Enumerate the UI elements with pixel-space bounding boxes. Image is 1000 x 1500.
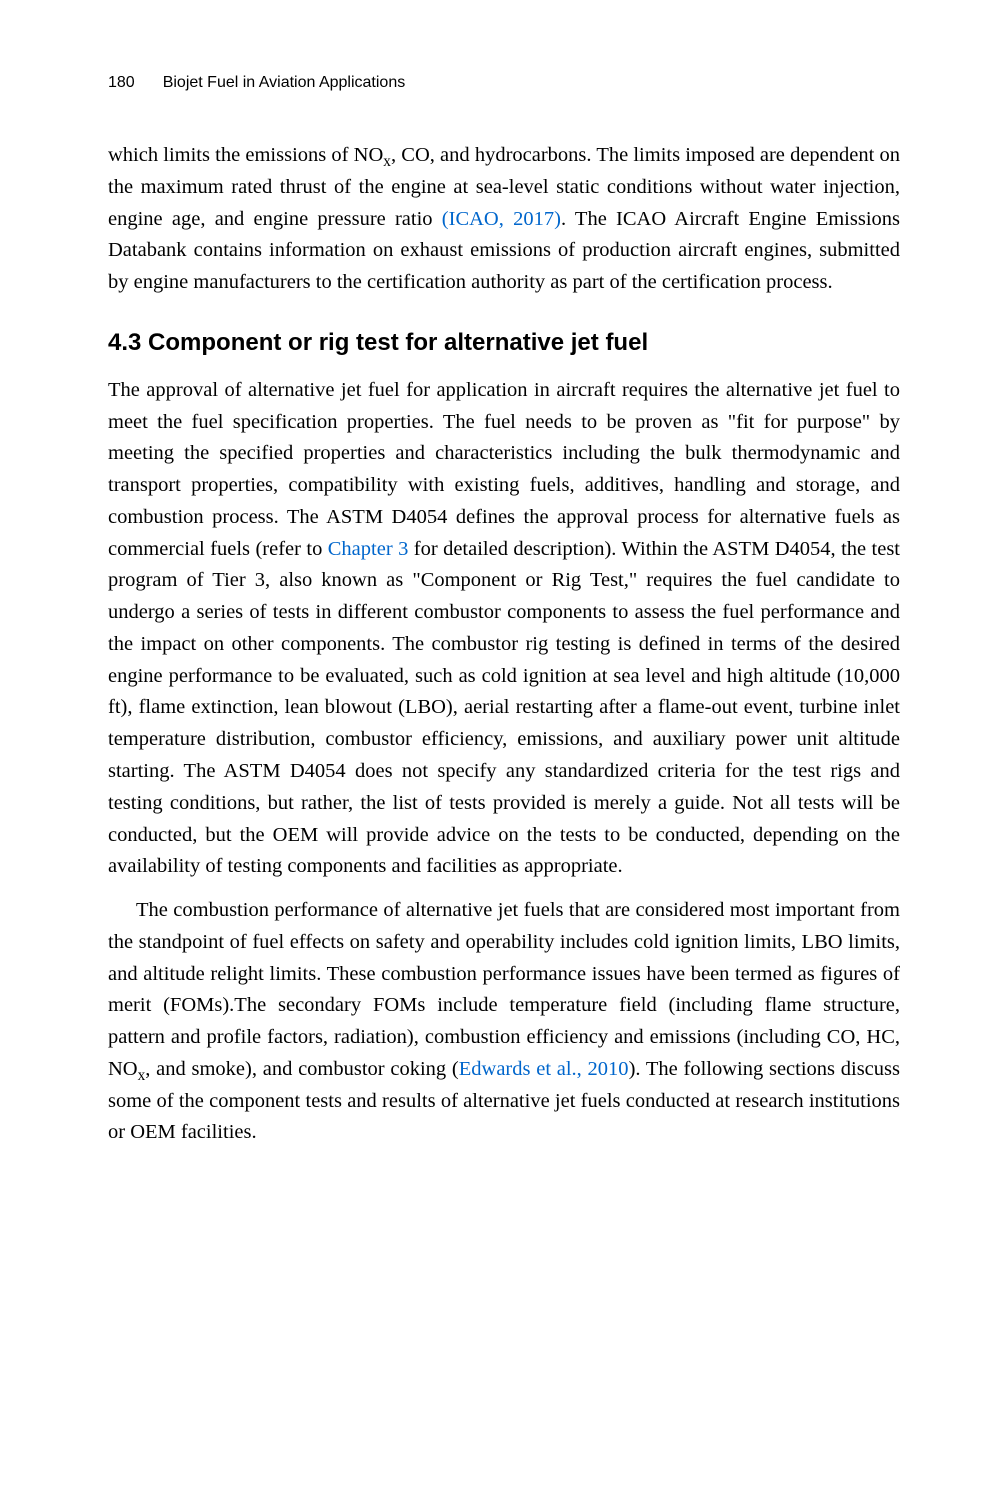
- paragraph-text: which limits the emissions of NO: [108, 144, 383, 166]
- paragraph-text: The approval of alternative jet fuel for…: [108, 379, 900, 560]
- page-number: 180: [108, 74, 135, 92]
- paragraph-text: , and smoke), and combustor coking (: [145, 1058, 458, 1080]
- section-title: Component or rig test for alternative je…: [148, 329, 648, 356]
- paragraph-continuation: which limits the emissions of NOx, CO, a…: [108, 140, 900, 299]
- section-number: 4.3: [108, 329, 141, 356]
- paragraph-text: for detailed description). Within the AS…: [108, 538, 900, 878]
- running-title: Biojet Fuel in Aviation Applications: [163, 74, 406, 92]
- citation-link[interactable]: Chapter 3: [328, 538, 409, 560]
- paragraph-body: The approval of alternative jet fuel for…: [108, 375, 900, 883]
- paragraph-text: The combustion performance of alternativ…: [108, 899, 900, 1080]
- citation-link[interactable]: (ICAO, 2017): [442, 208, 561, 230]
- subscript: x: [383, 153, 391, 170]
- page-header: 180 Biojet Fuel in Aviation Applications: [108, 74, 900, 92]
- section-heading: 4.3 Component or rig test for alternativ…: [108, 329, 900, 357]
- paragraph-body: The combustion performance of alternativ…: [108, 895, 900, 1149]
- citation-link[interactable]: Edwards et al., 2010: [459, 1058, 629, 1080]
